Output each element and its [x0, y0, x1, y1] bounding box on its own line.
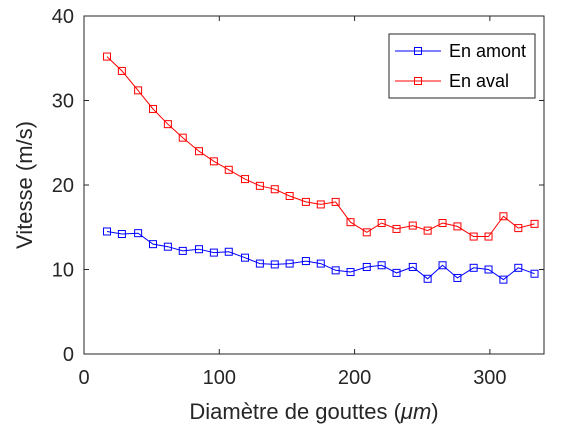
series-1-marker: [163, 242, 172, 251]
series-2-marker: [377, 219, 386, 228]
series-2-marker: [285, 191, 294, 200]
legend-items: En amont En aval: [395, 41, 526, 91]
series-1-marker: [331, 266, 340, 275]
series-1-marker: [362, 262, 371, 271]
series-1-marker: [285, 259, 294, 268]
series-2-marker: [301, 197, 310, 206]
x-tick-label: 200: [338, 367, 371, 389]
legend: En amont En aval: [388, 33, 536, 99]
series-1-marker: [224, 247, 233, 256]
series-2-marker: [149, 104, 157, 113]
series-2-marker: [423, 226, 432, 235]
x-tick-label: 0: [78, 367, 89, 389]
series-1-marker: [209, 248, 218, 257]
series-2-marker: [530, 219, 539, 228]
series-1-marker: [346, 268, 355, 277]
series-1-marker: [392, 268, 401, 277]
y-tick-label: 0: [63, 344, 74, 366]
series-2-marker: [346, 218, 355, 227]
series-2-marker: [514, 224, 523, 233]
x-tick-label: 300: [473, 367, 506, 389]
series-line-1: [106, 231, 535, 281]
series-2-marker: [255, 181, 264, 190]
series-2-marker: [362, 228, 371, 237]
series-1-marker: [195, 245, 203, 254]
series-1-marker: [408, 262, 417, 271]
series-2-marker: [408, 221, 417, 230]
x-axis-label-unit: μm: [400, 399, 431, 424]
ticks-layer: 0 100 200 300 0 10 20 30 40: [52, 6, 544, 389]
legend-label-2: En aval: [449, 71, 509, 91]
series-2-marker: [195, 147, 203, 156]
series-line-2: [106, 56, 535, 237]
series-1-marker: [316, 259, 325, 268]
series-1-marker: [377, 261, 386, 270]
y-tick-label: 20: [52, 175, 74, 197]
series-2-marker: [484, 232, 493, 241]
series-2-marker: [270, 185, 279, 194]
series-1-marker: [453, 273, 462, 282]
series-2-marker: [438, 219, 447, 228]
series-2-marker: [469, 232, 478, 241]
series-layer: [103, 52, 539, 284]
series-1-marker: [134, 229, 143, 238]
series-2-marker: [392, 224, 401, 233]
series-2-marker: [316, 200, 325, 209]
series-1-marker: [149, 240, 157, 249]
series-2-marker: [241, 175, 249, 184]
series-2-marker: [499, 212, 508, 221]
series-2-marker: [178, 133, 187, 142]
series-1-marker: [255, 259, 264, 268]
series-1-marker: [530, 269, 539, 278]
series-1-marker: [484, 265, 493, 274]
series-1-marker: [117, 230, 126, 239]
series-2-marker: [103, 52, 111, 61]
series-2-marker: [224, 165, 233, 174]
series-1-marker: [423, 274, 432, 283]
y-axis-label: Vitesse (m/s): [12, 121, 37, 249]
series-2-marker: [117, 66, 126, 75]
series-2-marker: [331, 197, 340, 206]
series-1-marker: [270, 260, 279, 269]
legend-label-1: En amont: [449, 41, 526, 61]
x-axis-label-text: Diamètre de gouttes (: [189, 399, 401, 424]
series-2-marker: [163, 120, 172, 129]
series-2-marker: [134, 86, 143, 95]
series-1-marker: [241, 253, 249, 262]
series-1-marker: [499, 275, 508, 284]
x-axis-label-close: ): [431, 399, 438, 424]
y-tick-label: 40: [52, 6, 74, 28]
series-1-marker: [438, 261, 447, 270]
series-2-marker: [209, 157, 218, 166]
series-1-marker: [178, 246, 187, 255]
y-tick-label: 30: [52, 91, 74, 113]
series-1-marker: [103, 227, 111, 236]
series-1-marker: [301, 257, 310, 266]
legend-marker-1: [414, 47, 422, 55]
legend-box: [388, 33, 536, 99]
x-axis-label: Diamètre de gouttes (μm): [189, 399, 438, 424]
y-tick-label: 10: [52, 260, 74, 282]
legend-marker-2: [414, 77, 422, 85]
series-2-marker: [453, 222, 462, 231]
x-tick-label: 100: [203, 367, 236, 389]
series-1-marker: [469, 263, 478, 272]
series-1-marker: [514, 263, 523, 272]
